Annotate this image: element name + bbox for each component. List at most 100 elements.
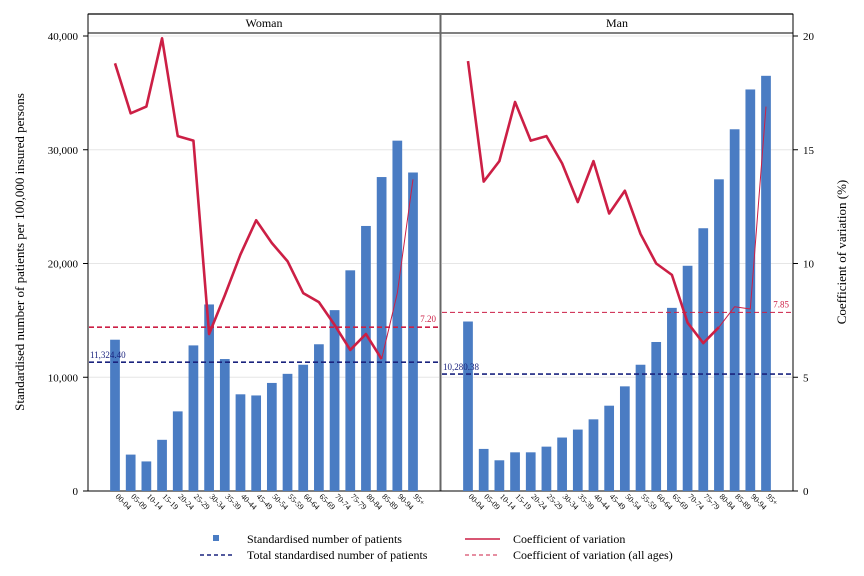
bar bbox=[761, 75, 771, 491]
bar bbox=[729, 129, 740, 491]
panel-woman-frame bbox=[87, 13, 441, 492]
x-tick-label: 05-09 bbox=[482, 492, 502, 512]
bar bbox=[251, 395, 262, 491]
x-tick-label: 70-74 bbox=[686, 492, 706, 512]
legend-cv-all-label: Coefficient of variation (all ages) bbox=[513, 548, 673, 562]
bar bbox=[619, 386, 630, 491]
y-right-tick-label: 5 bbox=[803, 372, 809, 384]
bar bbox=[376, 177, 387, 492]
x-tick-label: 45-49 bbox=[255, 492, 275, 512]
x-tick-label: 85-89 bbox=[733, 492, 753, 512]
bar bbox=[298, 364, 309, 491]
x-tick-label: 50-54 bbox=[623, 492, 643, 512]
x-tick-label: 15-19 bbox=[161, 492, 181, 512]
bar bbox=[125, 454, 136, 491]
x-tick-label: 10-14 bbox=[498, 492, 518, 512]
x-tick-label: 60-64 bbox=[655, 492, 675, 512]
y-right-tick-label: 20 bbox=[803, 31, 815, 43]
y-axis-left-title: Standardised number of patients per 100,… bbox=[12, 93, 27, 411]
panel-title-man: Man bbox=[606, 16, 628, 30]
bar bbox=[525, 452, 536, 491]
bar bbox=[745, 89, 756, 492]
bar bbox=[392, 140, 403, 491]
x-tick-label: 30-34 bbox=[208, 492, 228, 512]
x-tick-label: 00-04 bbox=[467, 492, 487, 512]
bar bbox=[604, 405, 615, 491]
x-tick-label: 30-34 bbox=[561, 492, 581, 512]
chart-marks: 11,324.40 7.20 10,280.38 7.85 bbox=[89, 36, 792, 492]
bar bbox=[329, 310, 340, 491]
bar bbox=[204, 304, 214, 491]
x-tick-label: 40-44 bbox=[239, 492, 259, 512]
bar bbox=[141, 461, 152, 491]
cv-line bbox=[113, 36, 383, 360]
y-left-tick-label: 0 bbox=[73, 486, 79, 498]
y-right-tick-label: 10 bbox=[803, 259, 815, 271]
panel-man-frame bbox=[440, 13, 794, 492]
legend-total-label: Total standardised number of patients bbox=[247, 548, 428, 562]
x-tick-label: 55-59 bbox=[286, 492, 306, 512]
bar bbox=[494, 460, 505, 491]
x-tick-label: 15-19 bbox=[514, 492, 534, 512]
x-tick-label: 45-49 bbox=[608, 492, 628, 512]
bar bbox=[188, 345, 199, 491]
cv-line-thin bbox=[381, 179, 414, 360]
bar bbox=[282, 373, 293, 491]
bar bbox=[266, 382, 277, 491]
cv-all-label: 7.85 bbox=[773, 299, 789, 309]
bar bbox=[235, 394, 246, 491]
x-tick-label: 80-84 bbox=[365, 492, 385, 512]
bar bbox=[314, 344, 324, 491]
x-tick-label: 75-79 bbox=[702, 492, 722, 512]
x-tick-label: 80-84 bbox=[718, 492, 738, 512]
legend-bar-label: Standardised number of patients bbox=[247, 532, 402, 546]
y-left-tick-label: 20,000 bbox=[48, 259, 79, 271]
legend-bar-swatch bbox=[213, 535, 219, 541]
y-axis-right-title: Coefficient of variation (%) bbox=[834, 180, 849, 325]
x-tick-label: 35-39 bbox=[576, 492, 596, 512]
cv-line bbox=[466, 60, 720, 345]
legend: Standardised number of patients Coeffici… bbox=[200, 532, 673, 562]
bar bbox=[651, 341, 662, 491]
x-tick-label: 35-39 bbox=[223, 492, 243, 512]
bar bbox=[714, 179, 724, 491]
bar bbox=[463, 321, 473, 491]
bar bbox=[667, 307, 677, 491]
x-tick-label: 10-14 bbox=[145, 492, 165, 512]
bar bbox=[698, 228, 709, 492]
x-tick-label: 20-24 bbox=[529, 492, 549, 512]
bar bbox=[510, 452, 520, 491]
x-tick-label: 20-24 bbox=[176, 492, 196, 512]
x-tick-label: 25-29 bbox=[192, 492, 212, 512]
y-left-tick-label: 10,000 bbox=[48, 372, 79, 384]
x-tick-label: 65-69 bbox=[670, 492, 690, 512]
bar bbox=[345, 270, 356, 491]
x-tick-label: 75-79 bbox=[349, 492, 369, 512]
x-tick-label: 25-29 bbox=[545, 492, 565, 512]
bar bbox=[478, 448, 489, 491]
total-label: 10,280.38 bbox=[443, 362, 480, 372]
bar bbox=[557, 437, 567, 491]
bar bbox=[541, 446, 552, 491]
total-label: 11,324.40 bbox=[90, 350, 126, 360]
y-left-tick-label: 30,000 bbox=[48, 145, 79, 157]
bar bbox=[572, 429, 583, 491]
x-tick-label: 55-59 bbox=[639, 492, 659, 512]
x-tick-label: 05-09 bbox=[129, 492, 149, 512]
x-tick-label: 00-04 bbox=[114, 492, 134, 512]
bar bbox=[110, 339, 120, 491]
x-tick-label: 65-69 bbox=[317, 492, 337, 512]
x-tick-label: 50-54 bbox=[270, 492, 290, 512]
y-right-tick-label: 0 bbox=[803, 486, 809, 498]
bar bbox=[172, 411, 183, 491]
bar bbox=[408, 172, 418, 491]
x-tick-label: 90-94 bbox=[396, 492, 416, 512]
bar bbox=[219, 359, 230, 491]
bar bbox=[635, 364, 646, 491]
bar bbox=[361, 225, 371, 491]
bar bbox=[157, 439, 167, 491]
cv-all-label: 7.20 bbox=[420, 314, 436, 324]
cv-line-thin bbox=[718, 106, 767, 328]
x-tick-label: 85-89 bbox=[380, 492, 400, 512]
